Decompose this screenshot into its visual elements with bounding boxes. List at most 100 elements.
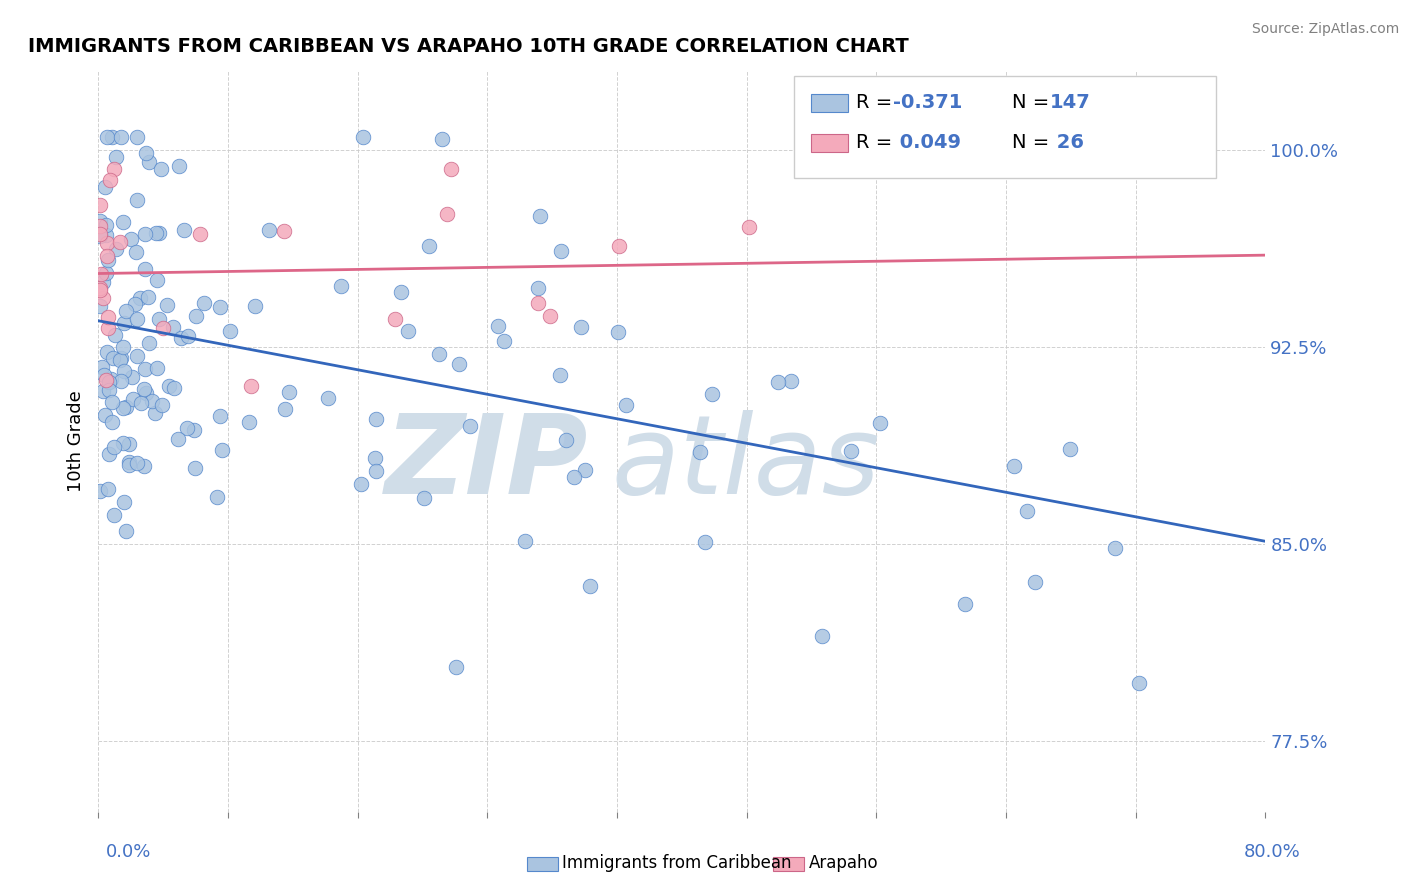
Point [527, 281, 550, 295]
Point [211, 443, 233, 458]
Point [94, 227, 117, 242]
Point [112, 495, 135, 509]
Point [100, 372, 122, 386]
Point [384, 311, 406, 326]
Text: N =: N = [1012, 93, 1056, 112]
Point [1024, 575, 1046, 590]
Point [128, 291, 150, 305]
Point [614, 398, 637, 412]
Point [548, 368, 571, 382]
Point [702, 387, 724, 401]
Point [578, 579, 600, 593]
Point [108, 353, 131, 368]
Point [169, 330, 191, 344]
Point [118, 437, 141, 451]
Point [135, 145, 157, 160]
Point [150, 398, 173, 412]
Point [97, 310, 120, 324]
Point [1104, 541, 1126, 555]
Point [112, 363, 135, 377]
Point [98, 383, 121, 397]
Point [112, 215, 135, 229]
Point [114, 524, 136, 538]
Point [574, 463, 596, 477]
Point [118, 455, 141, 469]
Point [110, 130, 132, 145]
Point [186, 310, 208, 324]
Point [112, 317, 135, 331]
Text: R =: R = [856, 93, 898, 112]
Point [259, 223, 281, 237]
Text: Immigrants from Caribbean: Immigrants from Caribbean [562, 855, 792, 872]
Point [89, 483, 111, 498]
Point [94, 408, 117, 422]
Point [695, 534, 717, 549]
Point [1017, 504, 1039, 518]
Text: R =: R = [856, 133, 898, 153]
Text: 0.0%: 0.0% [105, 843, 150, 861]
Point [112, 435, 135, 450]
Point [115, 303, 138, 318]
Point [569, 319, 592, 334]
Point [112, 340, 135, 354]
Point [101, 394, 124, 409]
Point [492, 334, 515, 348]
Point [205, 490, 228, 504]
Point [89, 214, 111, 228]
Point [526, 295, 548, 310]
Point [96, 345, 118, 359]
Point [90, 268, 112, 282]
Text: 147: 147 [1050, 93, 1091, 112]
Point [157, 378, 180, 392]
Point [89, 198, 111, 212]
Point [329, 279, 352, 293]
Point [125, 130, 148, 145]
Point [149, 161, 172, 176]
Point [839, 443, 862, 458]
Point [97, 321, 120, 335]
Point [94, 266, 117, 280]
Point [121, 369, 143, 384]
Point [1002, 458, 1025, 473]
Point [436, 207, 458, 221]
Point [177, 328, 200, 343]
Point [103, 441, 125, 455]
Point [538, 309, 561, 323]
Point [176, 421, 198, 435]
Point [458, 419, 481, 434]
Point [555, 433, 578, 447]
Point [167, 432, 190, 446]
Point [145, 226, 167, 240]
Point [607, 239, 630, 253]
Point [278, 385, 301, 400]
Point [148, 226, 170, 240]
Point [529, 209, 551, 223]
Text: Source: ZipAtlas.com: Source: ZipAtlas.com [1251, 22, 1399, 37]
Point [352, 130, 374, 145]
Point [146, 273, 169, 287]
Point [91, 360, 114, 375]
Point [364, 464, 387, 478]
Point [91, 291, 114, 305]
Point [97, 252, 120, 267]
Point [219, 325, 242, 339]
Text: IMMIGRANTS FROM CARIBBEAN VS ARAPAHO 10TH GRADE CORRELATION CHART: IMMIGRANTS FROM CARIBBEAN VS ARAPAHO 10T… [28, 37, 910, 56]
Point [103, 508, 125, 522]
Point [238, 415, 260, 429]
Point [125, 311, 148, 326]
Point [134, 361, 156, 376]
Point [396, 324, 419, 338]
Point [101, 130, 124, 145]
Point [209, 409, 232, 423]
Point [363, 451, 385, 466]
Text: -0.371: -0.371 [893, 93, 962, 112]
Point [188, 227, 211, 241]
Point [96, 130, 118, 145]
Text: atlas: atlas [612, 410, 880, 517]
Point [486, 319, 509, 334]
Point [364, 412, 387, 426]
Point [810, 629, 832, 643]
Point [738, 220, 761, 235]
Point [183, 423, 205, 437]
Point [91, 384, 114, 398]
